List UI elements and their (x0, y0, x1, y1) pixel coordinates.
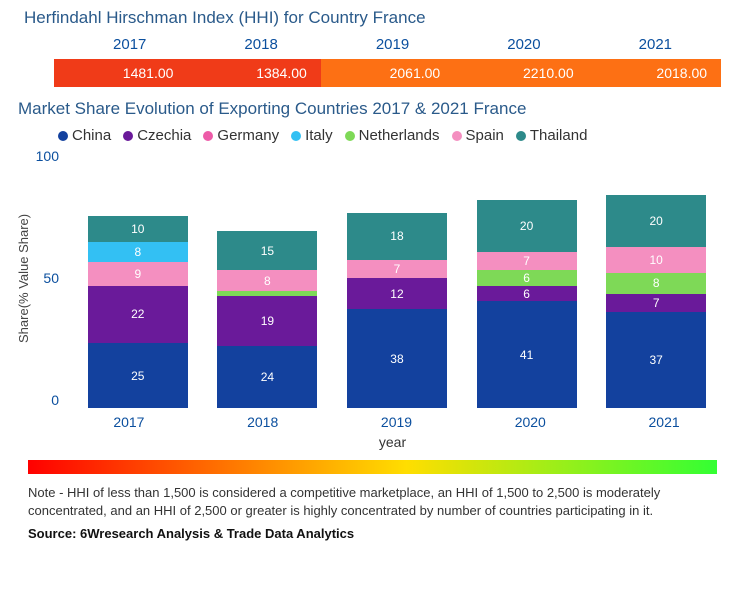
x-tick: 2019 (330, 414, 464, 430)
legend-label: Netherlands (359, 127, 440, 144)
bar-column: 25229810 (88, 216, 188, 408)
bar-segment: 19 (217, 296, 317, 345)
bar-segment: 20 (606, 195, 706, 247)
bar-segment: 24 (217, 346, 317, 408)
bar-segment: 10 (606, 247, 706, 273)
bar-column: 4166720 (477, 200, 577, 408)
legend-item: Netherlands (345, 127, 440, 144)
legend-item: Czechia (123, 127, 191, 144)
hhi-year: 2018 (195, 32, 326, 57)
legend-dot-icon (452, 131, 462, 141)
x-tick: 2021 (597, 414, 731, 430)
x-labels: 20172018201920202021 (14, 414, 731, 430)
legend-dot-icon (58, 131, 68, 141)
hhi-value-row: 1481.001384.002061.002210.002018.00 (14, 59, 731, 87)
bar-column: 3812718 (347, 213, 447, 408)
hhi-value: 1384.00 (187, 59, 320, 87)
bar-segment: 8 (606, 273, 706, 294)
hhi-year-row: 20172018201920202021 (14, 32, 731, 57)
bar-segment: 22 (88, 286, 188, 343)
legend-label: China (72, 127, 111, 144)
bar-column: 37781020 (606, 195, 706, 408)
legend-label: Czechia (137, 127, 191, 144)
chart-area: Share(% Value Share) 100500 252298102419… (14, 148, 731, 408)
chart-legend: China Czechia Germany Italy Netherlands Spain… (58, 127, 731, 144)
legend-item: China (58, 127, 111, 144)
bar-segment: 37 (606, 312, 706, 408)
x-tick: 2018 (196, 414, 330, 430)
hhi-value: 2061.00 (321, 59, 454, 87)
bar-segment: 6 (477, 286, 577, 302)
chart-plot: 2522981024198153812718416672037781020 (63, 148, 731, 408)
bar-segment: 18 (347, 213, 447, 260)
bar-segment: 8 (88, 242, 188, 263)
hhi-year: 2020 (458, 32, 589, 57)
hhi-value: 1481.00 (54, 59, 187, 87)
x-tick: 2017 (62, 414, 196, 430)
legend-label: Italy (305, 127, 333, 144)
legend-dot-icon (291, 131, 301, 141)
bar-segment: 12 (347, 278, 447, 309)
legend-dot-icon (123, 131, 133, 141)
legend-dot-icon (203, 131, 213, 141)
y-tick: 50 (33, 270, 59, 286)
legend-item: Germany (203, 127, 279, 144)
legend-dot-icon (516, 131, 526, 141)
hhi-year: 2021 (590, 32, 721, 57)
hhi-title: Herfindahl Hirschman Index (HHI) for Cou… (24, 8, 731, 28)
x-axis-label: year (14, 434, 731, 450)
legend-dot-icon (345, 131, 355, 141)
y-tick: 0 (33, 392, 59, 408)
bar-segment: 9 (88, 262, 188, 285)
hhi-value: 2018.00 (588, 59, 721, 87)
bar-segment: 25 (88, 343, 188, 408)
legend-item: Spain (452, 127, 504, 144)
hhi-value: 2210.00 (454, 59, 587, 87)
bar-segment: 7 (347, 260, 447, 278)
gradient-legend (28, 460, 717, 474)
y-axis-label: Share(% Value Share) (14, 148, 33, 408)
hhi-year: 2019 (327, 32, 458, 57)
bar-segment: 38 (347, 309, 447, 408)
bar-segment: 6 (477, 270, 577, 286)
y-tick: 100 (33, 148, 59, 164)
market-title: Market Share Evolution of Exporting Coun… (18, 99, 731, 119)
bar-column: 2419 815 (217, 231, 317, 408)
legend-label: Spain (466, 127, 504, 144)
bar-segment: 15 (217, 231, 317, 270)
hhi-note: Note - HHI of less than 1,500 is conside… (28, 484, 717, 520)
x-tick: 2020 (463, 414, 597, 430)
legend-label: Germany (217, 127, 279, 144)
legend-label: Thailand (530, 127, 588, 144)
bar-segment: 41 (477, 301, 577, 408)
source-line: Source: 6Wresearch Analysis & Trade Data… (28, 526, 717, 541)
hhi-year: 2017 (64, 32, 195, 57)
bar-segment: 8 (217, 270, 317, 291)
legend-item: Italy (291, 127, 333, 144)
bar-segment: 7 (477, 252, 577, 270)
y-ticks: 100 50 0 (33, 148, 63, 408)
legend-item: Thailand (516, 127, 588, 144)
bar-segment: 10 (88, 216, 188, 242)
bar-segment: 20 (477, 200, 577, 252)
bar-segment: 7 (606, 294, 706, 312)
